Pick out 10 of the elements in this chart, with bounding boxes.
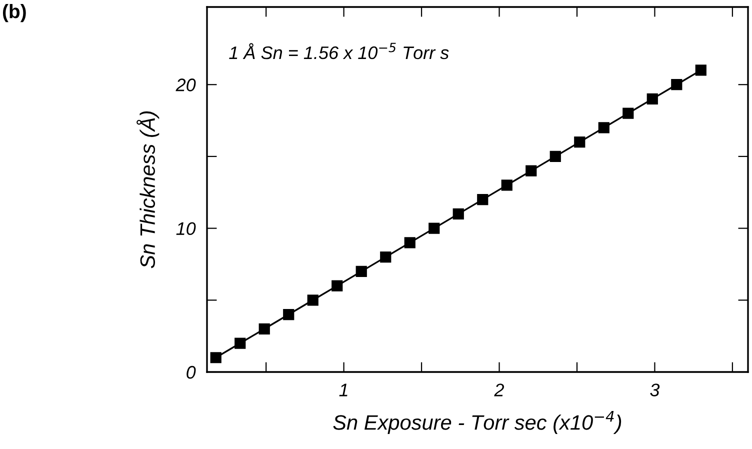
y-axis-title: Sn Thickness (Å): [136, 111, 160, 268]
x-tick-label: 1: [339, 384, 348, 396]
annotation: 1 Å Sn = 1.56 x 10$^{−5}$ Torr s: [229, 42, 449, 60]
y-tick-label: 10: [176, 222, 196, 236]
y-tick-label: 20: [176, 78, 196, 92]
x-tick-label: 2: [494, 384, 504, 396]
text: (b): [2, 4, 26, 22]
x-tick-label: 3: [650, 384, 660, 396]
y-tick-label: 0: [186, 366, 196, 379]
x-axis-title: Sn Exposure - Torr sec (x10$^{−4}$): [333, 411, 622, 434]
